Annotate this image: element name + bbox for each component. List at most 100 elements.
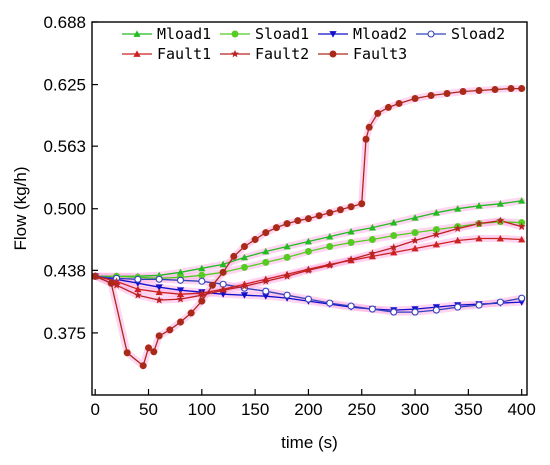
legend-label-sload2: Sload2: [451, 25, 505, 43]
data-point-fault3: [427, 92, 435, 100]
data-point-fault3: [139, 362, 147, 370]
data-point-mload1: [240, 253, 249, 261]
data-point-fault3: [374, 109, 382, 117]
data-point-mload2: [155, 284, 163, 291]
data-point-fault3: [411, 94, 419, 102]
x-tick-label: 400: [507, 400, 535, 419]
data-point-sload2: [411, 308, 419, 316]
data-point-fault3: [347, 203, 355, 211]
data-point-fault3: [230, 252, 238, 260]
data-point-fault3: [107, 279, 115, 287]
data-point-sload2: [134, 275, 142, 283]
data-point-fault2: [155, 295, 164, 304]
data-point-fault3: [123, 349, 131, 357]
legend-label-sload1: Sload1: [255, 25, 309, 43]
data-point-sload2: [176, 276, 185, 284]
data-point-fault3: [145, 344, 153, 352]
x-tick-label: 100: [188, 400, 216, 419]
data-point-mload1: [368, 224, 377, 231]
legend-swatch-marker-mload1: [133, 30, 141, 37]
data-point-fault1: [518, 235, 526, 243]
data-point-fault2: [197, 290, 206, 299]
data-point-sload1: [326, 242, 334, 250]
data-point-mload1: [176, 268, 185, 276]
data-point-fault2: [517, 222, 526, 231]
y-tick-label: 0.625: [43, 76, 86, 95]
legend-label-mload2: Mload2: [353, 25, 407, 43]
data-point-fault3: [507, 85, 515, 93]
data-point-fault3: [315, 212, 323, 220]
data-point-fault3: [443, 90, 451, 98]
legend: Mload1 Sload1 Mload2 Sload2 Fault1 Fault2 Faul…: [122, 25, 505, 63]
data-point-fault1: [390, 248, 398, 256]
data-point-mload1: [475, 202, 483, 209]
data-point-fault3: [326, 209, 334, 217]
legend-label-mload1: Mload1: [157, 25, 211, 43]
data-point-fault1: [496, 234, 504, 242]
data-point-fault1: [176, 290, 185, 298]
data-point-fault2: [261, 277, 270, 285]
legend-swatch-marker-fault2: [231, 49, 239, 58]
data-point-mload1: [518, 197, 526, 204]
data-point-fault3: [150, 348, 158, 356]
data-point-sload2: [518, 294, 526, 302]
data-point-mload1: [283, 242, 291, 250]
data-point-fault1: [454, 236, 462, 244]
data-point-fault2: [347, 255, 356, 263]
data-point-mload2: [262, 293, 270, 300]
data-point-fault2: [453, 224, 462, 233]
data-point-fault1: [134, 285, 142, 293]
data-point-sload2: [198, 277, 206, 285]
data-point-fault3: [475, 87, 483, 95]
data-point-fault3: [208, 281, 216, 289]
data-point-fault1: [368, 252, 377, 260]
data-point-sload2: [454, 303, 462, 311]
data-point-fault2: [133, 290, 142, 299]
legend-swatch-marker-fault3: [329, 50, 337, 58]
data-point-fault2: [368, 249, 377, 257]
x-tick-label: 0: [90, 400, 99, 419]
data-point-sload2: [155, 275, 163, 283]
data-point-fault3: [240, 242, 248, 250]
data-point-fault3: [304, 215, 312, 223]
data-point-fault1: [411, 244, 419, 252]
data-point-fault3: [198, 297, 206, 305]
data-point-mload1: [411, 214, 419, 221]
data-point-fault2: [304, 266, 313, 274]
data-point-mload1: [454, 205, 462, 212]
data-point-sload2: [347, 302, 355, 310]
data-point-mload1: [262, 247, 270, 255]
y-axis-title: Flow (kg/h): [11, 166, 30, 250]
legend-swatch-marker-fault1: [133, 50, 141, 57]
data-point-mload1: [496, 200, 504, 207]
data-point-fault3: [491, 86, 499, 94]
data-point-fault2: [283, 272, 292, 280]
x-tick-label: 300: [401, 400, 429, 419]
x-tick-label: 350: [454, 400, 482, 419]
data-point-fault1: [432, 240, 440, 248]
data-point-fault1: [475, 234, 483, 242]
data-point-fault3: [518, 85, 526, 93]
data-point-mload1: [326, 232, 334, 240]
data-point-fault3: [294, 217, 302, 225]
data-point-fault3: [384, 103, 392, 111]
data-point-fault3: [362, 135, 370, 143]
y-tick-label: 0.375: [43, 324, 86, 343]
data-point-fault2: [176, 294, 185, 303]
data-point-sload2: [326, 299, 334, 307]
data-point-sload1: [304, 247, 312, 255]
data-point-mload1: [219, 260, 227, 268]
x-axis-title: time (s): [281, 433, 338, 452]
data-point-sload1: [368, 236, 376, 244]
data-point-fault3: [155, 332, 163, 340]
x-tick-label: 200: [294, 400, 322, 419]
data-point-fault3: [336, 206, 344, 214]
data-point-mload1: [198, 264, 206, 272]
data-point-sload1: [198, 271, 206, 279]
data-point-sload2: [283, 291, 291, 299]
legend-swatch-marker-mload2: [329, 31, 337, 38]
data-point-fault3: [262, 229, 270, 237]
data-point-fault2: [325, 261, 334, 269]
data-point-fault3: [365, 123, 373, 131]
